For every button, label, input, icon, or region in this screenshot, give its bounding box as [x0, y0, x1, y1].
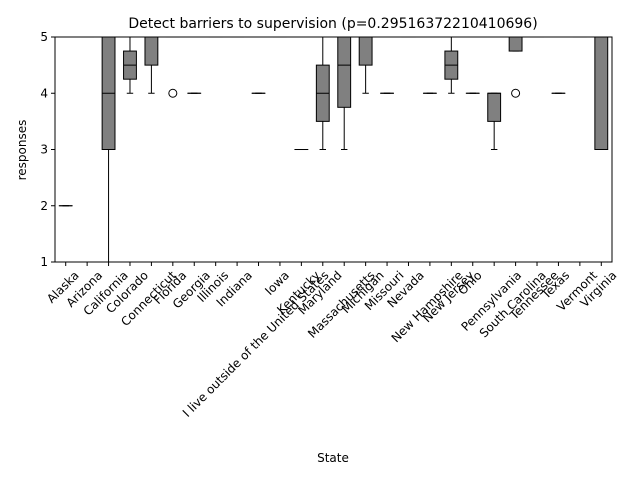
y-tick-label: 2 — [40, 199, 48, 213]
x-axis-label: State — [317, 451, 349, 465]
y-tick-label: 4 — [40, 86, 48, 100]
box — [488, 93, 501, 121]
box — [509, 37, 522, 51]
y-axis-label: responses — [15, 120, 29, 181]
box — [338, 37, 351, 107]
box — [145, 37, 158, 65]
y-tick-label: 3 — [40, 143, 48, 157]
box — [595, 37, 608, 150]
flier — [169, 89, 177, 97]
chart-title: Detect barriers to supervision (p=0.2951… — [128, 16, 537, 32]
y-tick-label: 1 — [40, 255, 48, 269]
box — [359, 37, 372, 65]
flier — [512, 89, 520, 97]
plot-frame — [55, 37, 612, 262]
y-tick-label: 5 — [40, 30, 48, 44]
